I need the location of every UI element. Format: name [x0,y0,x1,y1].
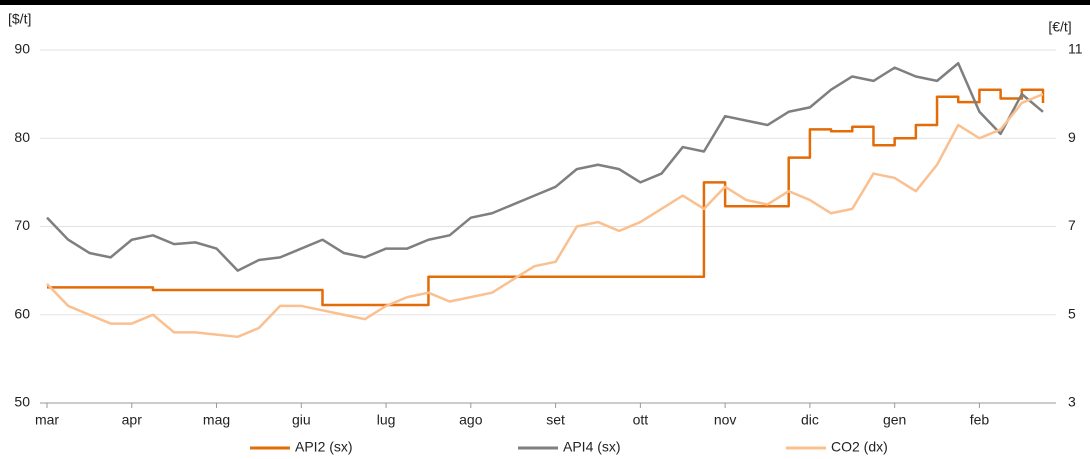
x-tick-label: ago [459,412,483,428]
x-tick-label: gen [883,412,906,428]
x-tick-label: ott [633,412,649,428]
x-tick-label: dic [801,412,819,428]
y2-tick-label: 9 [1068,129,1076,145]
x-tick-label: lug [377,412,396,428]
y-tick-label: 50 [14,394,30,410]
y2-axis-label: [€/t] [1048,19,1071,35]
y-axis-label: [$/t] [8,11,31,27]
x-tick-label: nov [714,412,737,428]
series-line [47,88,1045,307]
x-tick-label: mar [35,412,59,428]
y2-tick-label: 7 [1068,217,1076,233]
x-tick-label: mag [203,412,230,428]
top-bar [0,0,1090,5]
legend-label: CO2 (dx) [831,439,888,455]
legend-label: API2 (sx) [295,439,353,455]
y-tick-label: 60 [14,305,30,321]
x-tick-label: feb [970,412,990,428]
y-tick-label: 70 [14,217,30,233]
x-tick-label: apr [122,412,143,428]
x-tick-label: set [546,412,565,428]
series-line [46,92,1044,339]
y2-tick-label: 3 [1068,394,1076,410]
y2-tick-label: 11 [1068,41,1083,57]
series-line [46,61,1044,272]
y-tick-label: 90 [14,41,30,57]
legend-label: API4 (sx) [563,439,621,455]
y-tick-label: 80 [14,129,30,145]
y2-tick-label: 5 [1068,305,1076,321]
x-tick-label: giu [292,412,311,428]
